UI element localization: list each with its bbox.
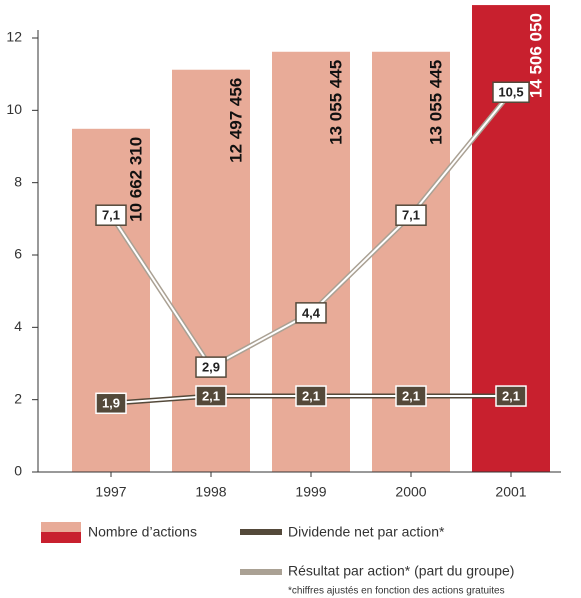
bar	[72, 128, 150, 472]
legend-swatch	[41, 522, 81, 532]
point-label-box	[395, 204, 427, 226]
legend-swatch	[240, 569, 282, 575]
bar-value-label: 10 662 310	[126, 137, 145, 222]
point-label: 7,1	[102, 208, 120, 223]
point-label-box	[492, 81, 530, 103]
point-label-box	[195, 385, 227, 407]
point-label: 1,9	[102, 396, 120, 411]
point-label-box	[295, 302, 327, 324]
point-label: 7,1	[402, 208, 420, 223]
point-label: 2,1	[502, 388, 520, 403]
point-label: 4,4	[302, 305, 321, 320]
x-tick-label: 1999	[295, 484, 326, 500]
point-label-box	[95, 204, 127, 226]
point-label: 2,1	[202, 388, 220, 403]
point-label-box	[295, 385, 327, 407]
point-label: 2,9	[202, 360, 220, 375]
x-tick-label: 1998	[195, 484, 226, 500]
legend-label: Nombre d’actions	[88, 524, 197, 540]
point-label: 2,1	[402, 388, 420, 403]
x-tick-label: 1997	[95, 484, 126, 500]
bar-value-label: 13 055 445	[426, 60, 445, 145]
legend-swatch	[41, 532, 81, 543]
bar-value-label: 13 055 445	[326, 60, 345, 145]
point-label: 2,1	[302, 388, 320, 403]
bar-value-label: 12 497 456	[226, 78, 245, 163]
point-label-box	[395, 385, 427, 407]
y-tick-label: 4	[14, 318, 22, 334]
y-tick-label: 2	[14, 390, 22, 406]
point-label-box	[195, 356, 227, 378]
y-tick-label: 12	[6, 29, 22, 45]
footnote: *chiffres ajustés en fonction des action…	[288, 586, 505, 597]
point-label: 10,5	[498, 85, 523, 100]
legend-swatch	[240, 529, 282, 535]
y-tick-label: 8	[14, 173, 22, 189]
bar-value-label: 14 506 050	[526, 13, 545, 98]
y-tick-label: 6	[14, 246, 22, 262]
x-tick-label: 2001	[495, 484, 526, 500]
y-tick-label: 0	[14, 463, 22, 479]
x-tick-label: 2000	[395, 484, 426, 500]
y-tick-label: 10	[6, 101, 22, 117]
point-label-box	[495, 385, 527, 407]
legend-label: Résultat par action* (part du groupe)	[288, 563, 514, 579]
point-label-box	[95, 392, 127, 415]
legend-label: Dividende net par action*	[288, 524, 445, 540]
